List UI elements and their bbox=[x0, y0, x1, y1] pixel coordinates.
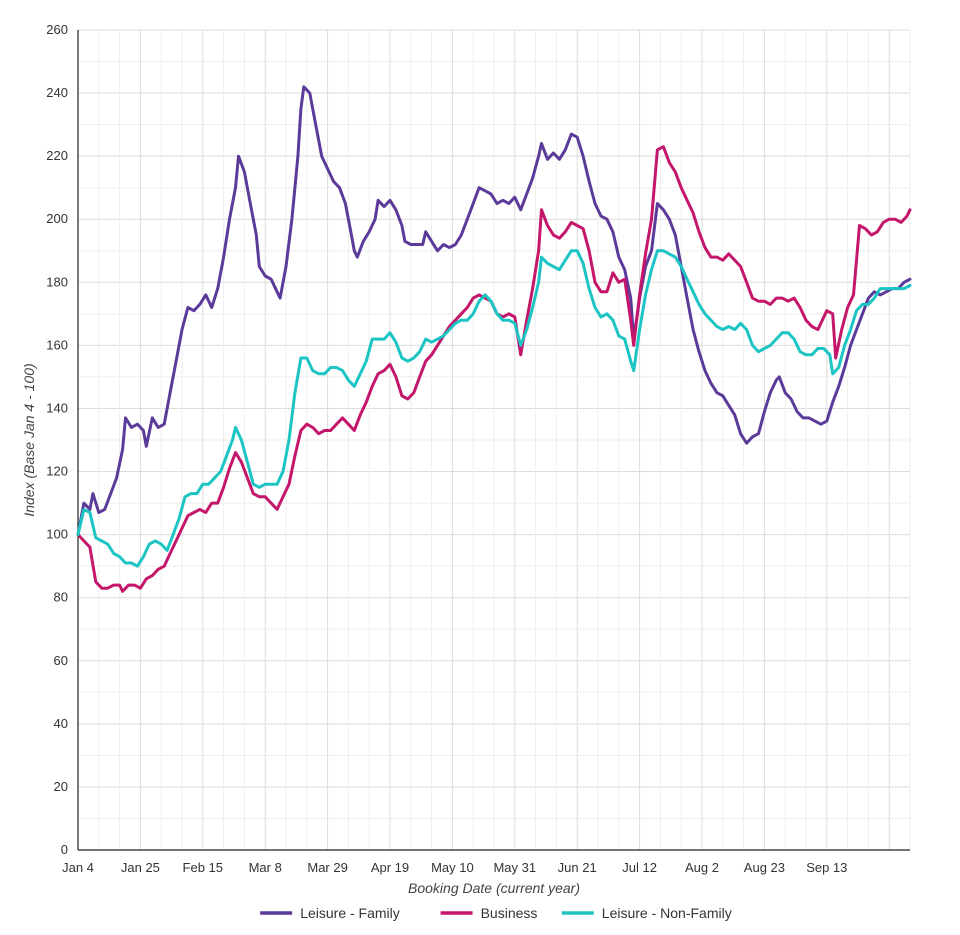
series-lines bbox=[76, 85, 912, 593]
legend-label: Leisure - Non-Family bbox=[602, 905, 732, 921]
x-axis-ticks: Jan 4 Jan 25 Feb 15 Mar 8 Mar 29 Apr 19 May 10… bbox=[62, 860, 847, 875]
y-tick-label: 20 bbox=[54, 779, 68, 794]
x-axis-title: Booking Date (current year) bbox=[408, 880, 580, 896]
x-tick-label: Jan 25 bbox=[121, 860, 160, 875]
series-line-1 bbox=[76, 85, 912, 537]
y-tick-label: 80 bbox=[54, 590, 68, 605]
series-line-3 bbox=[76, 249, 912, 568]
x-tick-label: May 31 bbox=[493, 860, 536, 875]
x-tick-label: Aug 2 bbox=[685, 860, 719, 875]
y-tick-label: 200 bbox=[46, 211, 68, 226]
y-tick-label: 40 bbox=[54, 716, 68, 731]
grid bbox=[77, 29, 911, 851]
y-tick-label: 180 bbox=[46, 274, 68, 289]
x-tick-label: Mar 29 bbox=[307, 860, 347, 875]
x-tick-label: Jun 21 bbox=[558, 860, 597, 875]
x-tick-label: Apr 19 bbox=[371, 860, 409, 875]
legend: Leisure - Family Business Leisure - Non-Fa… bbox=[260, 905, 732, 921]
y-tick-label: 120 bbox=[46, 464, 68, 479]
x-tick-label: Feb 15 bbox=[183, 860, 223, 875]
x-tick-label: Jul 12 bbox=[622, 860, 657, 875]
x-tick-label: May 10 bbox=[431, 860, 474, 875]
legend-label: Leisure - Family bbox=[300, 905, 400, 921]
y-tick-label: 240 bbox=[46, 85, 68, 100]
x-tick-label: Aug 23 bbox=[744, 860, 785, 875]
legend-label: Business bbox=[481, 905, 538, 921]
y-tick-label: 0 bbox=[61, 842, 68, 857]
x-tick-label: Sep 13 bbox=[806, 860, 847, 875]
y-tick-label: 100 bbox=[46, 527, 68, 542]
y-axis-ticks: 0 20 40 60 80 100 120 140 160 180 200 220 240 260 bbox=[46, 22, 68, 857]
y-tick-label: 160 bbox=[46, 337, 68, 352]
x-tick-label: Mar 8 bbox=[249, 860, 282, 875]
y-tick-label: 220 bbox=[46, 148, 68, 163]
y-tick-label: 140 bbox=[46, 400, 68, 415]
y-tick-label: 260 bbox=[46, 22, 68, 37]
y-tick-label: 60 bbox=[54, 653, 68, 668]
x-tick-label: Jan 4 bbox=[62, 860, 94, 875]
y-axis-title: Index (Base Jan 4 - 100) bbox=[21, 363, 37, 516]
